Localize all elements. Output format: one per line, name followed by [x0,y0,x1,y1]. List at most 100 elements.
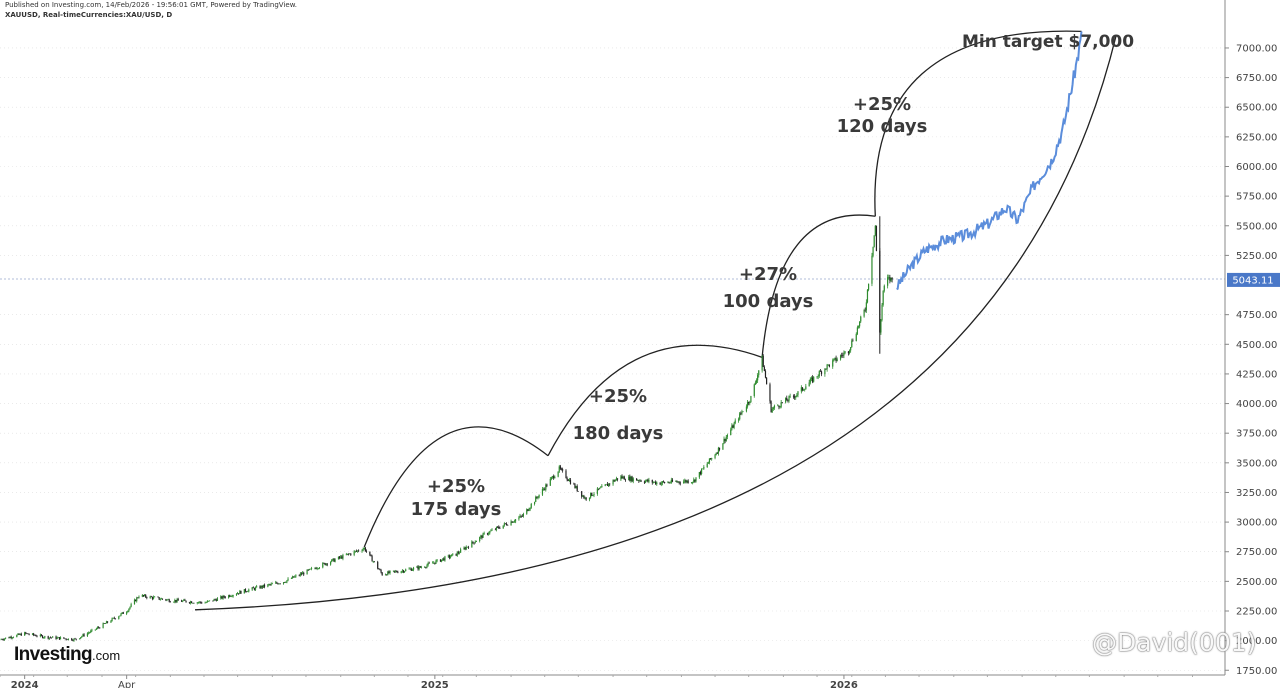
candle-body [535,496,537,503]
candle-body [223,595,225,598]
candle-body [505,523,508,526]
candle-body [302,572,304,575]
candle-body [551,476,554,478]
candle-body [338,556,341,558]
candle-body [518,517,520,520]
candle-body [557,471,559,477]
candle-body [667,482,669,483]
candle-body [365,551,368,552]
candle-body [698,472,700,478]
candle-body [848,350,851,354]
candle-body [584,497,586,499]
candle-body [388,571,390,574]
candle-body [259,586,261,589]
candle-body [81,636,83,638]
candle-body [740,413,742,414]
y-tick-label: 2000.00 [1236,636,1277,647]
candle-body [734,420,736,424]
candle-body [865,302,867,311]
candle-body [855,333,857,342]
candle-body [648,479,650,482]
candle-body [402,570,405,573]
candle-body [337,556,340,560]
candle-body [160,598,162,600]
candle-body [392,570,394,572]
candle-body [91,629,93,631]
candle-body [582,495,584,497]
candle-body [864,310,866,311]
candle-body [701,468,703,474]
candle-body [669,482,671,484]
candle-body [89,632,91,633]
candle-body [213,599,215,602]
candle-body [567,479,569,481]
candle-body [200,601,202,603]
candle-body [315,568,317,570]
candle-body [635,478,638,481]
candle-body [873,235,875,247]
candle-body [324,563,326,565]
candle-body [149,596,151,599]
candle-body [230,596,232,597]
candle-body [364,547,366,552]
candle-body [457,552,459,554]
candle-body [185,600,187,603]
annotation-text: Min target $7,000 [962,32,1134,52]
candle-body [34,635,36,636]
candle-body [616,478,619,480]
logo-main: Investing [14,644,93,665]
candle-body [859,321,861,327]
publish-info: Published on Investing.com, 14/Feb/2026 … [5,1,297,9]
candle-body [396,571,398,573]
candle-body [330,561,332,565]
candle-body [74,638,76,640]
candle-body [354,550,356,552]
candle-body [483,533,485,534]
candle-body [652,482,655,483]
candle-body [94,629,96,631]
candle-body [883,285,885,291]
candle-body [817,376,819,377]
projection-series [896,31,1083,291]
candle-body [248,589,250,592]
candle-body [295,575,297,577]
candle-body [685,480,687,483]
candle-body [804,389,806,390]
candle-body [722,443,724,450]
candle-body [370,554,372,557]
candle-body [432,562,434,564]
candle-body [287,578,289,581]
candle-body [772,407,774,409]
candle-body [285,582,287,583]
candle-body [43,637,45,639]
candle-body [522,513,524,517]
candle-body [442,558,444,560]
candle-body [716,453,718,454]
candle-body [554,476,556,479]
candle-body [222,595,224,599]
candle-body [228,595,230,598]
candle-body [828,364,830,367]
candle-body [40,634,43,636]
candle-body [39,634,41,637]
x-tick-label: Apr [118,680,136,688]
candle-body [58,637,61,640]
y-tick-label: 1750.00 [1236,666,1277,677]
candle-body [106,621,109,623]
candle-body [653,481,656,483]
annotation-text: 100 days [723,291,814,312]
candle-body [424,567,426,568]
candle-body [316,568,318,570]
candle-body [381,572,383,576]
candle-body [196,602,198,604]
candle-body [99,627,101,629]
candle-body [362,548,364,551]
candle-body [614,479,616,482]
candle-body [731,425,733,430]
candle-body [207,600,210,602]
candle-body [802,389,805,391]
candle-body [512,521,514,523]
candle-body [659,482,661,485]
candle-body [33,633,35,636]
